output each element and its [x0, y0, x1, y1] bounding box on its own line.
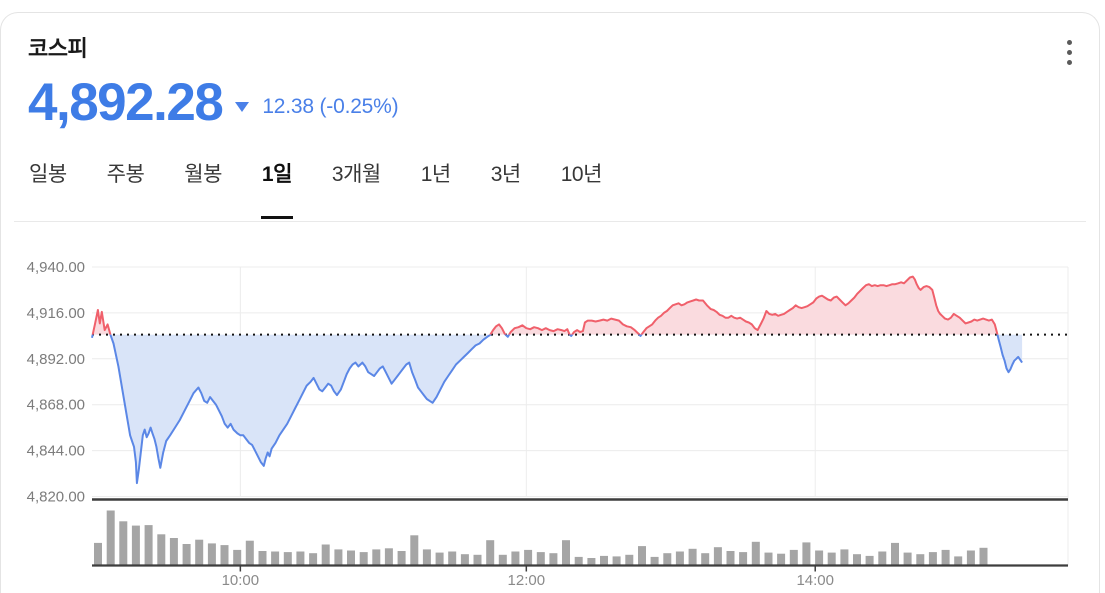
more-menu-button[interactable] — [1052, 30, 1086, 74]
x-axis-label: 10:00 — [222, 572, 260, 589]
price-row: 4,892.28 12.38 (-0.25%) — [28, 73, 399, 132]
tab-monthly-candle[interactable]: 월봉 — [183, 146, 223, 219]
tab-1day[interactable]: 1일 — [260, 146, 293, 219]
y-axis-label: 4,916.00 — [27, 305, 85, 322]
y-axis-label: 4,844.00 — [27, 443, 85, 460]
index-title: 코스피 — [28, 36, 88, 61]
x-axis-label: 12:00 — [508, 572, 546, 589]
down-arrow-icon — [235, 102, 250, 113]
y-axis-label: 4,892.00 — [27, 351, 85, 368]
current-price: 4,892.28 — [28, 73, 224, 132]
x-axis-label: 14:00 — [796, 572, 834, 589]
tab-weekly-candle[interactable]: 주봉 — [106, 146, 146, 219]
kebab-menu-icon — [1066, 39, 1072, 65]
period-tabs: 일봉 주봉 월봉 1일 3개월 1년 3년 10년 — [28, 146, 603, 219]
tab-10years[interactable]: 10년 — [560, 146, 603, 219]
price-area-chart[interactable] — [91, 275, 1068, 485]
y-axis-label: 4,820.00 — [27, 489, 85, 506]
tab-3months[interactable]: 3개월 — [331, 146, 382, 219]
y-axis-label: 4,868.00 — [27, 397, 85, 414]
tabs-divider — [14, 221, 1086, 222]
price-change: 12.38 (-0.25%) — [262, 95, 399, 119]
tab-3years[interactable]: 3년 — [490, 146, 522, 219]
tab-daily-candle[interactable]: 일봉 — [28, 146, 68, 219]
y-axis-label: 4,940.00 — [27, 259, 85, 276]
tab-1year[interactable]: 1년 — [420, 146, 452, 219]
volume-bars — [94, 510, 988, 565]
